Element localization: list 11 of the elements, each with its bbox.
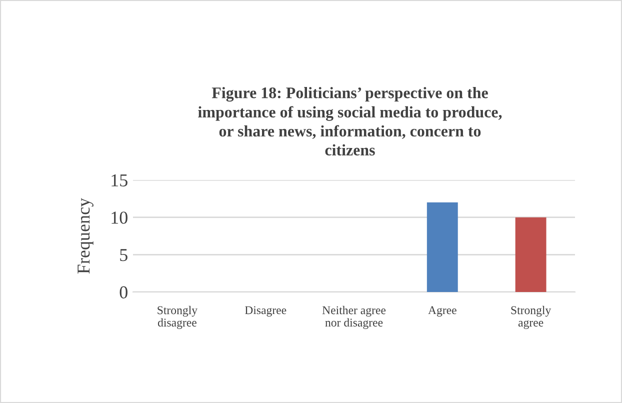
chart-title: Figure 18: Politicians’ perspective on the importance of using social media to produce, or share news, information, concern to citizens <box>198 87 502 156</box>
y-tick-label: 10 <box>112 212 128 224</box>
y-tick-label: 0 <box>120 286 128 298</box>
y-tick-label: 15 <box>112 174 128 186</box>
y-axis-title: Frequency <box>78 198 94 274</box>
x-tick-label: Strongly disagree <box>158 306 198 330</box>
x-tick-label: Agree <box>428 306 456 317</box>
x-tick-label: Neither agree nor disagree <box>322 306 386 330</box>
y-tick-label: 5 <box>120 249 128 262</box>
x-tick-label: Disagree <box>244 306 286 317</box>
x-tick-label: Strongly agree <box>511 306 552 330</box>
